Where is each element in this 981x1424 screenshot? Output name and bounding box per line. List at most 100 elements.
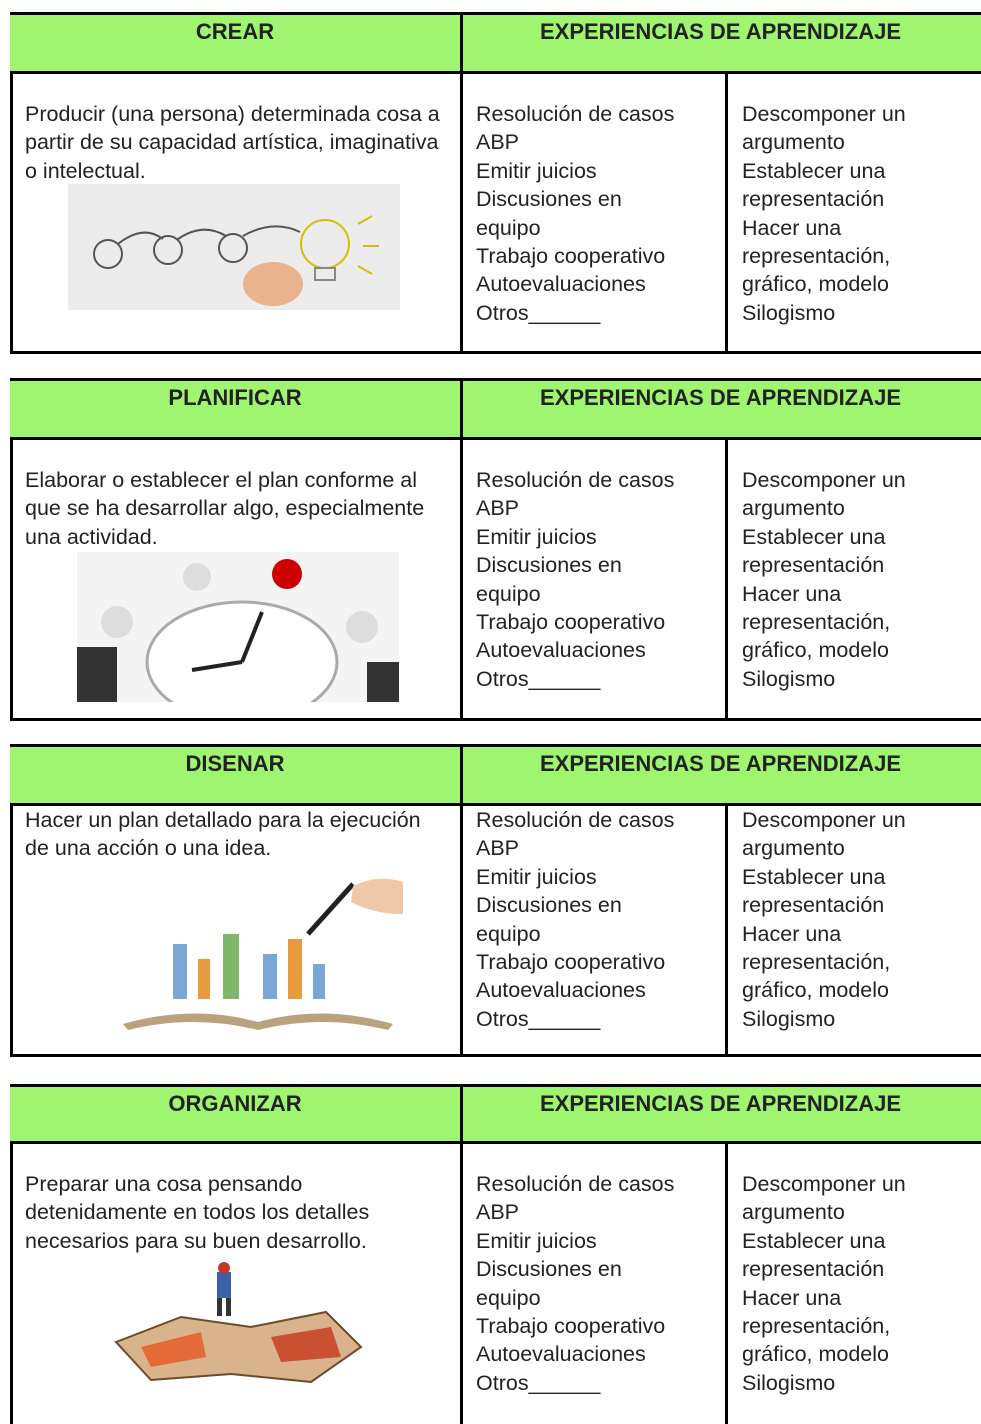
column-divider — [725, 74, 728, 354]
actions: Descomponer un argumento Establecer una rep… — [742, 100, 981, 327]
list-line: Resolución de casos — [476, 808, 675, 832]
list-line: Discusiones en — [476, 893, 622, 918]
list-line: Autoevaluaciones — [476, 638, 646, 663]
list-line: representación — [742, 553, 885, 578]
list-line: argumento — [742, 496, 845, 521]
verb: PLANIFICAR — [168, 385, 302, 410]
description: Producir (una persona) determinada cosa … — [25, 102, 440, 183]
verb: ORGANIZAR — [168, 1091, 302, 1116]
list-line: gráfico, modelo — [742, 272, 889, 297]
description: Elaborar o establecer el plan conforme a… — [25, 468, 425, 549]
header: EXPERIENCIAS DE APRENDIZAJE — [539, 1091, 902, 1116]
column-divider — [725, 1144, 728, 1424]
list-line: equipo — [476, 921, 541, 946]
column-divider — [460, 12, 463, 354]
table: ORGANIZAR EXPERIENCIAS DE APRENDIZAJE Pr… — [10, 1084, 981, 1424]
list-line: representación, — [742, 1314, 891, 1339]
header: EXPERIENCIAS DE APRENDIZAJE — [539, 751, 902, 776]
list-line: Silogismo — [742, 1370, 836, 1395]
header-row: DISENAR EXPERIENCIAS DE APRENDIZAJE — [10, 744, 981, 806]
body-row: Producir (una persona) determinada cosa … — [10, 74, 981, 354]
list-line: Silogismo — [742, 300, 836, 325]
table: PLANIFICAR EXPERIENCIAS DE APRENDIZAJE E… — [10, 378, 981, 721]
list-line: Autoevaluaciones — [476, 272, 646, 297]
column-divider — [725, 806, 728, 1057]
experiences: Resolución de casos ABP Emitir juicios Disc… — [476, 466, 731, 693]
list-line: Establecer una — [742, 864, 886, 889]
list-line: Hacer una — [742, 921, 842, 946]
body-row: Hacer un plan detallado para la ejecució… — [10, 806, 981, 1057]
list-line: Resolución de casos — [476, 1172, 675, 1196]
list-line: Trabajo cooperativo — [476, 1314, 666, 1339]
list-line: ABP — [476, 130, 520, 155]
list-line: representación, — [742, 950, 891, 975]
illustration — [123, 878, 403, 1030]
list-line: Otros______ — [476, 1006, 601, 1031]
header: EXPERIENCIAS DE APRENDIZAJE — [539, 19, 902, 44]
header: EXPERIENCIAS DE APRENDIZAJE — [539, 385, 902, 410]
list-line: representación, — [742, 610, 891, 635]
list-line: representación — [742, 1257, 885, 1282]
body-row: Preparar una cosa pensando detenidamente… — [10, 1144, 981, 1424]
list-line: Trabajo cooperativo — [476, 950, 666, 975]
list-line: Autoevaluaciones — [476, 978, 646, 1003]
list-line: Establecer una — [742, 1228, 886, 1253]
list-line: Hacer una — [742, 215, 842, 240]
experiences: Resolución de casos ABP Emitir juicios Disc… — [476, 806, 731, 1033]
list-line: ABP — [476, 836, 520, 861]
list-line: Establecer una — [742, 524, 886, 549]
list-line: Descomponer un — [742, 1172, 906, 1196]
list-line: Silogismo — [742, 1006, 836, 1031]
list-line: gráfico, modelo — [742, 638, 889, 663]
header-row: PLANIFICAR EXPERIENCIAS DE APRENDIZAJE — [10, 378, 981, 440]
list-line: Trabajo cooperativo — [476, 610, 666, 635]
verb: CREAR — [195, 19, 275, 44]
list-line: Discusiones en — [476, 1257, 622, 1282]
list-line: Hacer una — [742, 1285, 842, 1310]
body-row: Elaborar o establecer el plan conforme a… — [10, 440, 981, 721]
list-line: Emitir juicios — [476, 864, 597, 889]
illustration — [77, 552, 399, 702]
list-line: equipo — [476, 1285, 541, 1310]
actions: Descomponer un argumento Establecer una rep… — [742, 1170, 981, 1397]
illustration — [68, 184, 400, 310]
list-line: Emitir juicios — [476, 524, 597, 549]
list-line: Otros______ — [476, 1370, 601, 1395]
list-line: equipo — [476, 581, 541, 606]
list-line: Otros______ — [476, 666, 601, 691]
list-line: Descomponer un — [742, 468, 906, 492]
list-line: Trabajo cooperativo — [476, 244, 666, 269]
list-line: Otros______ — [476, 300, 601, 325]
list-line: Autoevaluaciones — [476, 1342, 646, 1367]
experiences: Resolución de casos ABP Emitir juicios Disc… — [476, 100, 731, 327]
list-line: Hacer una — [742, 581, 842, 606]
list-line: gráfico, modelo — [742, 1342, 889, 1367]
actions: Descomponer un argumento Establecer una rep… — [742, 806, 981, 1033]
list-line: representación — [742, 893, 885, 918]
list-line: ABP — [476, 496, 520, 521]
list-line: Discusiones en — [476, 553, 622, 578]
list-line: Descomponer un — [742, 102, 906, 126]
column-divider — [460, 1084, 463, 1424]
verb: DISENAR — [185, 751, 285, 776]
list-line: argumento — [742, 1200, 845, 1225]
list-line: argumento — [742, 130, 845, 155]
column-divider — [460, 378, 463, 721]
header-row: CREAR EXPERIENCIAS DE APRENDIZAJE — [10, 12, 981, 74]
experiences: Resolución de casos ABP Emitir juicios Disc… — [476, 1170, 731, 1397]
column-divider — [725, 440, 728, 721]
list-line: argumento — [742, 836, 845, 861]
header-row: ORGANIZAR EXPERIENCIAS DE APRENDIZAJE — [10, 1084, 981, 1144]
list-line: Silogismo — [742, 666, 836, 691]
actions: Descomponer un argumento Establecer una rep… — [742, 466, 981, 693]
description: Preparar una cosa pensando detenidamente… — [25, 1172, 370, 1253]
list-line: Emitir juicios — [476, 158, 597, 183]
table: CREAR EXPERIENCIAS DE APRENDIZAJE Produc… — [10, 12, 981, 354]
list-line: gráfico, modelo — [742, 978, 889, 1003]
list-line: Emitir juicios — [476, 1228, 597, 1253]
list-line: Resolución de casos — [476, 468, 675, 492]
list-line: representación — [742, 187, 885, 212]
description: Hacer un plan detallado para la ejecució… — [25, 808, 421, 861]
